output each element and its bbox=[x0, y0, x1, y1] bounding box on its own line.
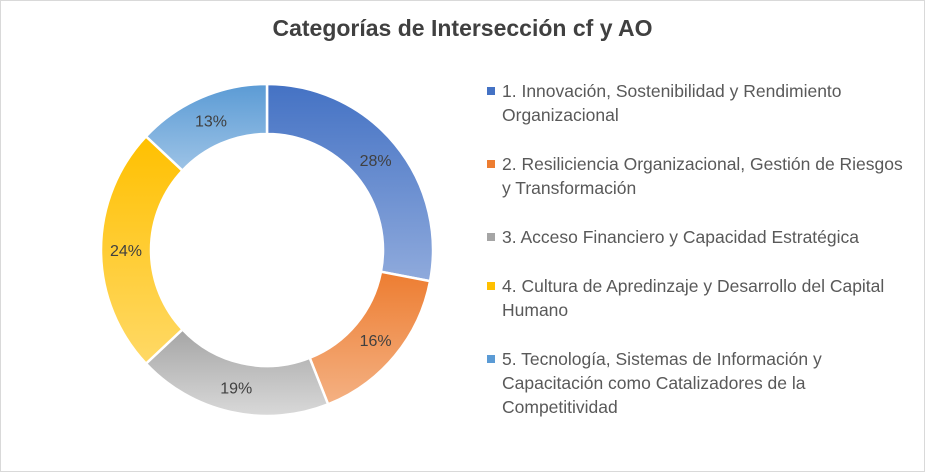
donut-slice-3 bbox=[144, 327, 330, 418]
legend-item-2: 2. Resiliciencia Organizacional, Gestión… bbox=[485, 152, 915, 200]
legend: 1. Innovación, Sostenibilidad y Rendimie… bbox=[485, 79, 915, 444]
legend-item-4: 4. Cultura de Apredinzaje y Desarrollo d… bbox=[485, 274, 915, 322]
slice-label-2: 16% bbox=[360, 333, 392, 350]
legend-swatch-3 bbox=[487, 233, 495, 241]
slice-label-3: 19% bbox=[220, 381, 252, 398]
legend-swatch-2 bbox=[487, 160, 495, 168]
donut-slice-5 bbox=[144, 82, 269, 173]
donut-chart: 28% 16% 19% 24% 13% bbox=[99, 82, 435, 418]
legend-label-3: 3. Acceso Financiero y Capacidad Estraté… bbox=[502, 227, 859, 247]
legend-label-1: 1. Innovación, Sostenibilidad y Rendimie… bbox=[502, 81, 842, 125]
legend-item-3: 3. Acceso Financiero y Capacidad Estraté… bbox=[485, 225, 915, 249]
legend-label-4: 4. Cultura de Apredinzaje y Desarrollo d… bbox=[502, 276, 885, 320]
slice-label-4: 24% bbox=[110, 243, 142, 260]
legend-item-5: 5. Tecnología, Sistemas de Información y… bbox=[485, 347, 915, 419]
donut-slice-1 bbox=[265, 82, 435, 283]
legend-swatch-4 bbox=[487, 282, 495, 290]
legend-item-1: 1. Innovación, Sostenibilidad y Rendimie… bbox=[485, 79, 915, 127]
legend-swatch-1 bbox=[487, 87, 495, 95]
legend-swatch-5 bbox=[487, 355, 495, 363]
slice-label-5: 13% bbox=[195, 114, 227, 131]
legend-label-5: 5. Tecnología, Sistemas de Información y… bbox=[502, 349, 822, 417]
slice-label-1: 28% bbox=[360, 153, 392, 170]
chart-title: Categorías de Intersección cf y AO bbox=[272, 15, 653, 41]
legend-label-2: 2. Resiliciencia Organizacional, Gestión… bbox=[502, 154, 903, 198]
